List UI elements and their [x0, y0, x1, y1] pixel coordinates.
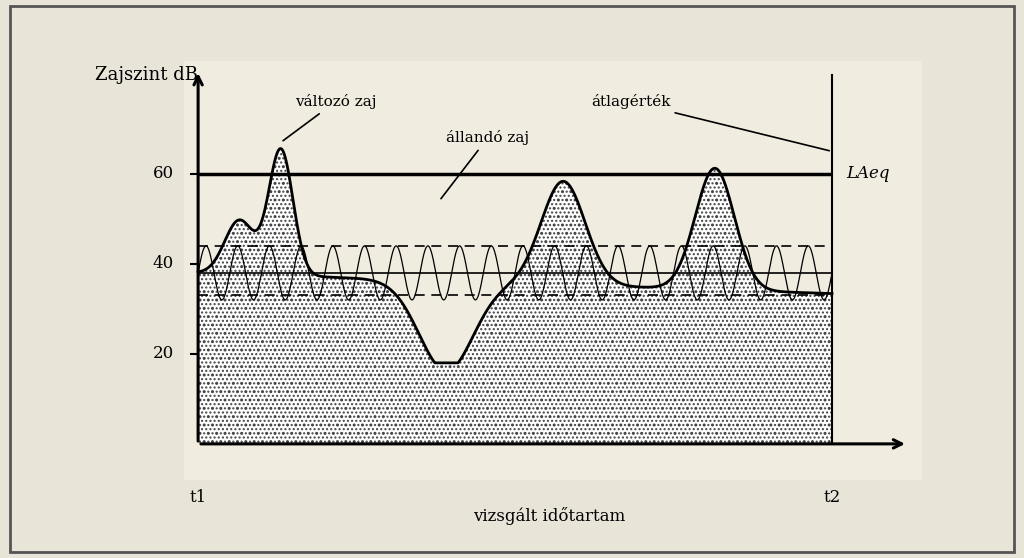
Text: 20: 20: [153, 345, 174, 362]
Text: 60: 60: [153, 165, 174, 182]
Text: LAeq: LAeq: [846, 165, 889, 182]
Text: Zajszint dB: Zajszint dB: [95, 66, 198, 84]
Text: t1: t1: [189, 489, 207, 506]
Text: átlagérték: átlagérték: [591, 94, 829, 151]
Text: vizsgált időtartam: vizsgált időtartam: [473, 507, 626, 525]
Text: 40: 40: [153, 256, 174, 272]
Text: t2: t2: [823, 489, 841, 506]
Text: állandó zaj: állandó zaj: [441, 131, 529, 199]
Text: változó zaj: változó zaj: [283, 94, 376, 141]
